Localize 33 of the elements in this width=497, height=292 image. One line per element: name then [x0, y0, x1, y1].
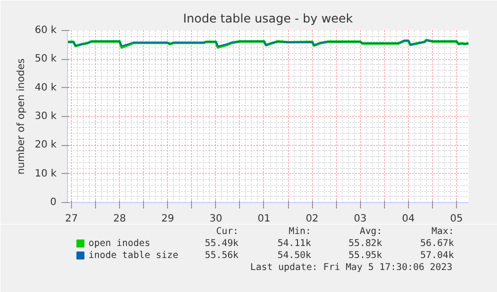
x-tick-label: 27	[65, 214, 78, 224]
text: Last update: Fri May 5 17:30:06 2023	[250, 262, 452, 273]
y-axis-title: number of open inodes	[16, 58, 27, 175]
x-tick-label: 28	[113, 214, 126, 224]
text: Cur:	[216, 226, 239, 237]
chart-title: Inode table usage - by week	[183, 12, 353, 26]
text: 56.67k	[420, 238, 454, 249]
text: 55.82k	[348, 238, 383, 249]
legend-label: inode table size	[88, 250, 179, 261]
text: 54.11k	[277, 238, 312, 249]
text: Max:	[432, 226, 454, 237]
x-tick-label: 29	[161, 214, 174, 224]
y-tick-label: 50 k	[34, 54, 57, 65]
y-tick-label: 0	[50, 197, 57, 208]
text: 54.50k	[277, 250, 312, 261]
text: 55.56k	[204, 250, 239, 261]
legend-label: open inodes	[88, 238, 150, 249]
x-tick-label: 01	[258, 214, 270, 224]
y-tick-label: 40 k	[34, 82, 57, 94]
x-tick-label: 30	[210, 214, 222, 224]
x-tick-label: 02	[306, 214, 318, 224]
y-tick-label: 60 k	[34, 25, 57, 36]
y-tick-label: 30 k	[34, 111, 57, 122]
y-tick-label: 10 k	[34, 168, 57, 180]
x-tick-label: 03	[354, 214, 367, 224]
text: Min:	[288, 226, 312, 237]
text: 55.49k	[204, 238, 239, 249]
text: 55.95k	[348, 250, 383, 261]
text: Avg:	[360, 226, 382, 237]
y-tick-label: 20 k	[34, 140, 57, 151]
text: 57.04k	[420, 250, 454, 261]
x-tick-label: 05	[450, 214, 463, 224]
x-tick-label: 04	[402, 214, 415, 224]
